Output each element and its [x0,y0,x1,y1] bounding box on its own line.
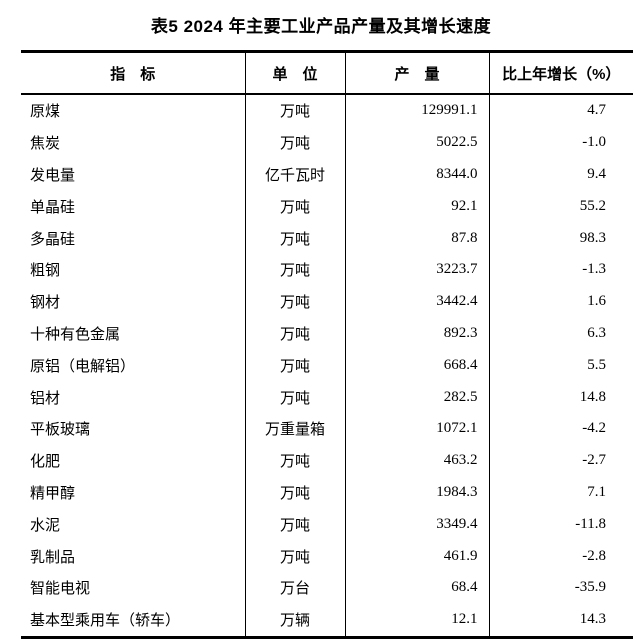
cell-indicator: 钢材 [30,295,61,312]
cell-indicator: 铝材 [30,390,61,407]
cell-output: 68.4 [344,571,489,604]
cell-unit: 万辆 [244,603,345,638]
header-cell-unit: 单 位 [244,51,345,95]
cell-growth: -2.8 [488,540,633,572]
cell-output: 3223.7 [344,253,489,286]
cell-growth: -35.9 [488,571,633,604]
table-body: 原煤 万吨 129991.1 4.7 焦炭 万吨 5022.5 -1.0 发电量 亿千瓦时 8344… [21,94,633,638]
cell-growth: 1.6 [488,285,633,318]
table-row: 单晶硅 万吨 92.1 55.2 [21,190,633,223]
cell-unit: 万吨 [244,222,345,254]
cell-growth: 4.7 [488,94,633,127]
cell-output: 3349.4 [344,508,489,541]
cell-indicator: 焦炭 [30,136,61,153]
cell-unit: 万台 [244,571,345,604]
cell-output: 463.2 [344,444,489,477]
table-row: 基本型乘用车（轿车） 万辆 12.1 14.3 [21,603,633,638]
cell-growth: 7.1 [488,476,633,509]
cell-growth: -1.0 [488,126,633,159]
cell-growth: -11.8 [488,508,633,541]
cell-unit: 万重量箱 [244,412,345,445]
cell-unit: 万吨 [244,540,345,572]
page-title: 表5 2024 年主要工业产品产量及其增长速度 [150,17,492,36]
cell-unit: 万吨 [244,126,345,159]
cell-output: 129991.1 [344,94,489,127]
cell-output: 3442.4 [344,285,489,318]
cell-output: 12.1 [344,603,489,638]
cell-indicator: 发电量 [30,167,76,184]
cell-unit: 万吨 [244,317,345,350]
table-row: 精甲醇 万吨 1984.3 7.1 [21,476,633,509]
table-row: 钢材 万吨 3442.4 1.6 [21,285,633,318]
table-row: 发电量 亿千瓦时 8344.0 9.4 [21,158,633,191]
cell-output: 892.3 [344,317,489,350]
cell-output: 1072.1 [344,412,489,445]
cell-growth: -4.2 [488,412,633,445]
table-row: 智能电视 万台 68.4 -35.9 [21,571,633,604]
table-row: 原煤 万吨 129991.1 4.7 [21,94,633,127]
table-row: 平板玻璃 万重量箱 1072.1 -4.2 [21,412,633,445]
cell-growth: 6.3 [488,317,633,350]
cell-output: 8344.0 [344,158,489,191]
cell-growth: 14.3 [488,603,633,638]
cell-growth: 9.4 [488,158,633,191]
table-header-row: 指 标 单 位 产 量 比上年增长（%） [21,51,633,95]
header-cell-growth: 比上年增长（%） [488,51,633,95]
cell-unit: 万吨 [244,190,345,223]
cell-indicator: 原煤 [30,104,61,121]
cell-indicator: 乳制品 [30,549,76,566]
cell-output: 92.1 [344,190,489,223]
cell-growth: -2.7 [488,444,633,477]
cell-indicator: 粗钢 [30,263,61,280]
cell-unit: 万吨 [244,508,345,541]
table-row: 原铝（电解铝） 万吨 668.4 5.5 [21,349,633,382]
cell-growth: 55.2 [488,190,633,223]
table-row: 十种有色金属 万吨 892.3 6.3 [21,317,633,350]
cell-indicator: 化肥 [30,454,61,471]
cell-unit: 万吨 [244,444,345,477]
cell-indicator: 多晶硅 [30,231,76,248]
cell-unit: 万吨 [244,94,345,127]
cell-indicator: 智能电视 [30,581,91,598]
cell-unit: 万吨 [244,253,345,286]
cell-growth: 5.5 [488,349,633,382]
cell-output: 87.8 [344,222,489,254]
cell-output: 1984.3 [344,476,489,509]
cell-indicator: 原铝（电解铝） [30,358,136,375]
cell-growth: 98.3 [488,222,633,254]
cell-indicator: 精甲醇 [30,485,76,502]
cell-indicator: 单晶硅 [30,199,76,216]
table-row: 焦炭 万吨 5022.5 -1.0 [21,126,633,159]
cell-growth: 14.8 [488,381,633,413]
header-cell-output: 产 量 [344,51,489,95]
cell-output: 461.9 [344,540,489,572]
cell-indicator: 水泥 [30,517,61,534]
cell-output: 5022.5 [344,126,489,159]
cell-indicator: 平板玻璃 [30,422,91,439]
cell-output: 282.5 [344,381,489,413]
cell-indicator: 十种有色金属 [30,326,121,343]
cell-unit: 万吨 [244,476,345,509]
cell-growth: -1.3 [488,253,633,286]
header-cell-indicator: 指 标 [21,51,245,95]
cell-output: 668.4 [344,349,489,382]
table-row: 化肥 万吨 463.2 -2.7 [21,444,633,477]
cell-unit: 亿千瓦时 [244,158,345,191]
table-header: 指 标 单 位 产 量 比上年增长（%） [21,51,633,95]
cell-unit: 万吨 [244,349,345,382]
table-row: 水泥 万吨 3349.4 -11.8 [21,508,633,541]
cell-unit: 万吨 [244,285,345,318]
industrial-products-table: 指 标 单 位 产 量 比上年增长（%） 原煤 万吨 129991.1 4.7 焦炭 万吨… [21,50,633,639]
cell-indicator: 基本型乘用车（轿车） [30,613,181,630]
table-row: 铝材 万吨 282.5 14.8 [21,381,633,413]
table-row: 乳制品 万吨 461.9 -2.8 [21,540,633,572]
table-row: 粗钢 万吨 3223.7 -1.3 [21,253,633,286]
cell-unit: 万吨 [244,381,345,413]
table-row: 多晶硅 万吨 87.8 98.3 [21,222,633,254]
